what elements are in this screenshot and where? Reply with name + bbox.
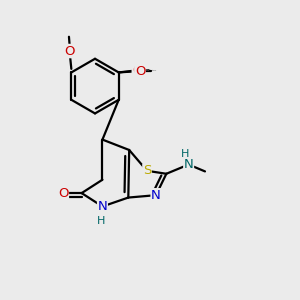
Text: O: O [135, 65, 145, 78]
Text: O: O [65, 44, 75, 58]
Text: methoxy: methoxy [154, 70, 161, 72]
Text: methoxy: methoxy [144, 69, 150, 70]
Text: N: N [151, 189, 161, 202]
Text: H: H [97, 216, 105, 226]
Text: methoxy: methoxy [151, 70, 157, 71]
Text: H: H [181, 148, 189, 159]
Text: O: O [132, 64, 142, 77]
Text: N: N [184, 158, 194, 171]
Text: methoxy: methoxy [152, 70, 158, 71]
Text: O: O [64, 44, 75, 58]
Text: O: O [58, 187, 68, 200]
Text: N: N [98, 200, 107, 213]
Text: methoxy: methoxy [154, 69, 160, 70]
Text: O: O [135, 65, 145, 78]
Text: S: S [143, 164, 151, 177]
